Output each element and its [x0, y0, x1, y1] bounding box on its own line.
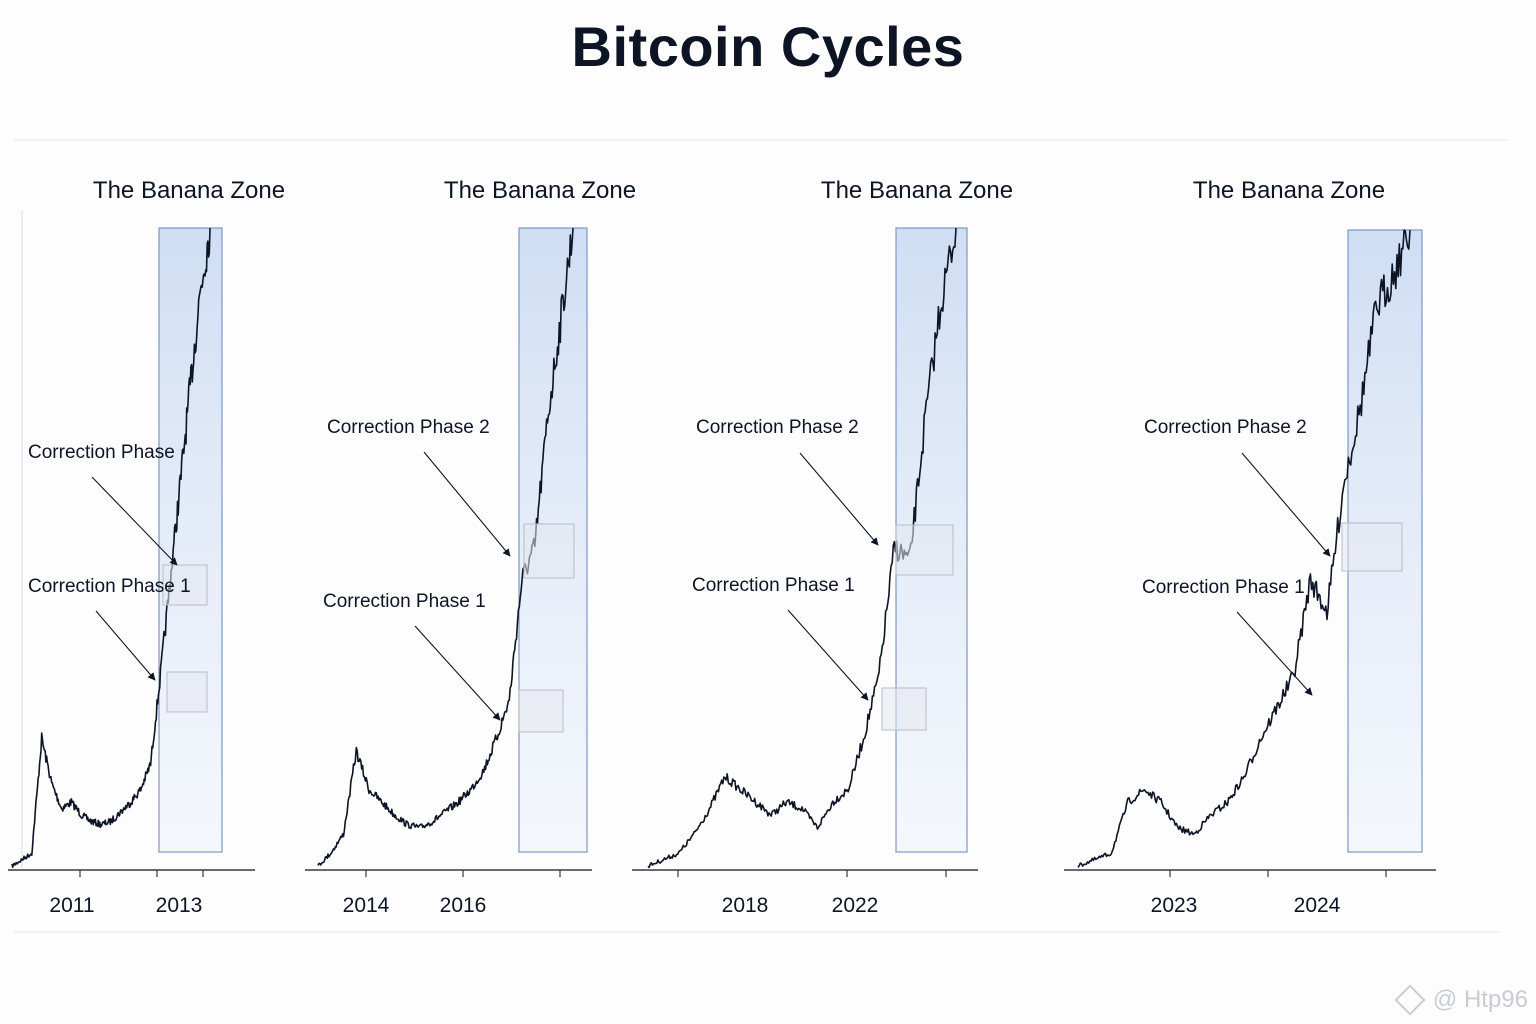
x-tick-label: 2011 — [49, 894, 94, 917]
correction-phase-label: Correction Phase 2 — [696, 417, 859, 438]
page-title: Bitcoin Cycles — [571, 15, 965, 78]
cycle-panel-1: The Banana Zone 2011 2013 Correction Phase C… — [8, 177, 285, 917]
x-tick-label: 2022 — [832, 894, 879, 917]
watermark-text: @ Htp96 — [1432, 986, 1528, 1013]
x-tick-label: 2023 — [1151, 894, 1198, 917]
correction-box — [166, 671, 208, 713]
cycle-panel-2: The Banana Zone 2014 2016 Correction Phase … — [305, 177, 636, 917]
correction-box — [895, 524, 954, 576]
annotation-arrow — [91, 476, 178, 566]
annotation-arrow — [423, 451, 511, 557]
annotation-arrow — [787, 609, 869, 701]
correction-phase-label: Correction Phase 2 — [327, 417, 490, 438]
watermark: @ Htp96 — [1394, 984, 1528, 1016]
btc-price-line — [1077, 229, 1411, 868]
x-tick-label: 2014 — [343, 894, 390, 917]
annotation-arrow — [1241, 452, 1331, 557]
panel-title: The Banana Zone — [444, 177, 636, 204]
cycle-panel-4: The Banana Zone 2023 2024 Correction Phase … — [1064, 177, 1436, 917]
annotation-arrow — [1236, 611, 1313, 696]
panel-title: The Banana Zone — [93, 177, 285, 204]
correction-phase-label: Correction Phase 1 — [692, 575, 855, 596]
x-tick-label: 2013 — [156, 894, 203, 917]
annotation-arrow — [95, 610, 156, 681]
x-tick-label: 2018 — [722, 894, 769, 917]
panel-title: The Banana Zone — [1193, 177, 1385, 204]
btc-price-line — [11, 227, 211, 868]
panel-title: The Banana Zone — [821, 177, 1013, 204]
correction-box — [523, 523, 575, 579]
banana-zone-highlight — [158, 227, 223, 853]
x-tick-label: 2024 — [1294, 894, 1341, 917]
x-tick-label: 2016 — [440, 894, 487, 917]
correction-box — [881, 687, 927, 731]
correction-box — [518, 689, 564, 733]
cycle-panel-3: The Banana Zone 2018 2022 Correction Phase … — [632, 177, 1013, 917]
correction-box — [1341, 522, 1403, 572]
correction-phase-label: Correction Phase 1 — [1142, 577, 1305, 598]
correction-phase-label: Correction Phase — [28, 442, 175, 463]
correction-phase-label: Correction Phase 1 — [28, 576, 191, 597]
correction-phase-label: Correction Phase 1 — [323, 591, 486, 612]
correction-phase-label: Correction Phase 2 — [1144, 417, 1307, 438]
annotation-arrow — [799, 452, 879, 546]
diamond-logo-icon — [1394, 984, 1426, 1016]
annotation-arrow — [414, 625, 501, 721]
correction-box — [162, 564, 208, 606]
